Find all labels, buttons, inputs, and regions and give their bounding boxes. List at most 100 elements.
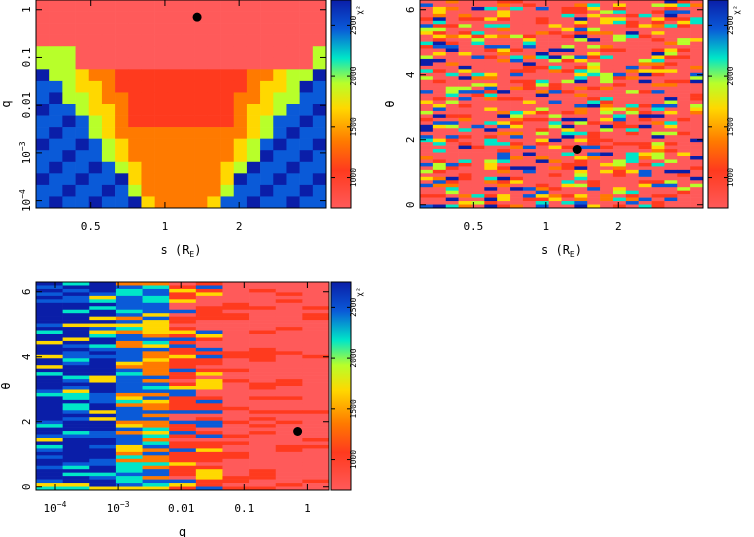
heatmap-cell [561,6,575,11]
heatmap-cell [677,93,691,98]
heatmap-cell [432,104,447,108]
heatmap-cell [677,142,691,146]
heatmap-cell [275,354,303,359]
heatmap-cell [471,128,485,133]
heatmap-cell [522,76,537,81]
heatmap-cell [510,190,524,195]
heatmap-cell [195,337,223,342]
heatmap-cell [115,472,143,477]
heatmap-cell [89,340,117,345]
y-tick-label: 4 [404,71,417,78]
heatmap-cell [651,187,665,191]
heatmap-cell [574,104,588,108]
heatmap-cell [510,162,524,167]
heatmap-cell [222,486,250,491]
heatmap-cell [458,135,472,139]
heatmap-cell [690,17,704,22]
heatmap-cell [249,344,277,349]
heatmap-cell [510,201,524,205]
heatmap-cell [587,41,601,46]
heatmap-cell [510,107,524,112]
heatmap-cell [89,413,117,418]
heatmap-cell [638,52,652,56]
heatmap-cell [62,161,76,174]
heatmap-cell [471,110,485,115]
heatmap-cell [690,55,704,60]
heatmap-cell [625,17,639,22]
heatmap-cell [625,10,639,15]
heatmap-cell [484,97,498,101]
heatmap-cell [222,365,250,369]
heatmap-cell [484,197,498,202]
heatmap-cell [275,316,303,321]
heatmap-cell [432,13,447,18]
heatmap-cell [561,79,575,84]
heatmap-cell [222,351,250,356]
heatmap-cell [299,11,314,24]
heatmap-cell [445,173,459,178]
heatmap-cell [677,62,691,67]
heatmap-cell [587,76,601,81]
heatmap-cell [142,392,170,397]
heatmap-cell [600,48,614,53]
heatmap-cell [420,0,434,4]
heatmap-cell [677,38,691,42]
heatmap-cell [535,117,549,122]
heatmap-cell [275,282,303,286]
heatmap-cell [299,150,314,163]
heatmap-cell [497,145,511,150]
heatmap-cell [612,24,627,29]
heatmap-cell [600,197,614,202]
heatmap-cell [690,204,704,209]
heatmap-cell [574,131,588,136]
heatmap-cell [420,135,434,139]
heatmap-cell [89,358,117,363]
heatmap-cell [181,150,195,163]
heatmap-cell [600,76,614,81]
heatmap-cell [275,417,303,421]
heatmap-cell [548,197,562,202]
y-tick-label: 2 [404,136,417,143]
heatmap-cell [169,389,197,394]
heatmap-cell [664,183,678,188]
heatmap-cell [471,52,485,56]
heatmap-cell [195,462,223,467]
heatmap-cell [62,465,90,470]
heatmap-cell [664,0,678,4]
heatmap-cell [142,344,170,349]
heatmap-cell [154,104,169,116]
heatmap-cell [220,92,235,105]
heatmap-cell [471,27,485,32]
heatmap-cell [651,156,665,160]
heatmap-cell [299,34,314,47]
heatmap-cell [222,302,250,307]
heatmap-cell [101,173,116,186]
heatmap-cell [142,399,170,404]
x-tick-label: 10−4 [44,500,67,515]
heatmap-cell [690,107,704,112]
heatmap-cell [651,138,665,143]
heatmap-cell [497,52,511,56]
heatmap-cell [458,55,472,60]
heatmap-cell [115,365,143,369]
heatmap-cell [587,55,601,60]
heatmap-cell [600,45,614,49]
heatmap-cell [286,150,300,163]
heatmap-cell [142,462,170,467]
heatmap-cell [638,107,652,112]
heatmap-cell [432,10,447,15]
heatmap-cell [664,169,678,174]
x-axis-label: s (RE) [541,243,582,259]
heatmap-cell [587,121,601,126]
heatmap-cell [625,159,639,164]
heatmap-cell [471,65,485,70]
heatmap-cell [115,57,129,70]
heatmap-cell [445,41,459,46]
heatmap-cell [222,340,250,345]
heatmap-cell [677,159,691,164]
heatmap-cell [574,176,588,181]
heatmap-cell [625,34,639,39]
colorbar-tick-label: 1000 [726,168,735,187]
heatmap-cell [600,114,614,119]
